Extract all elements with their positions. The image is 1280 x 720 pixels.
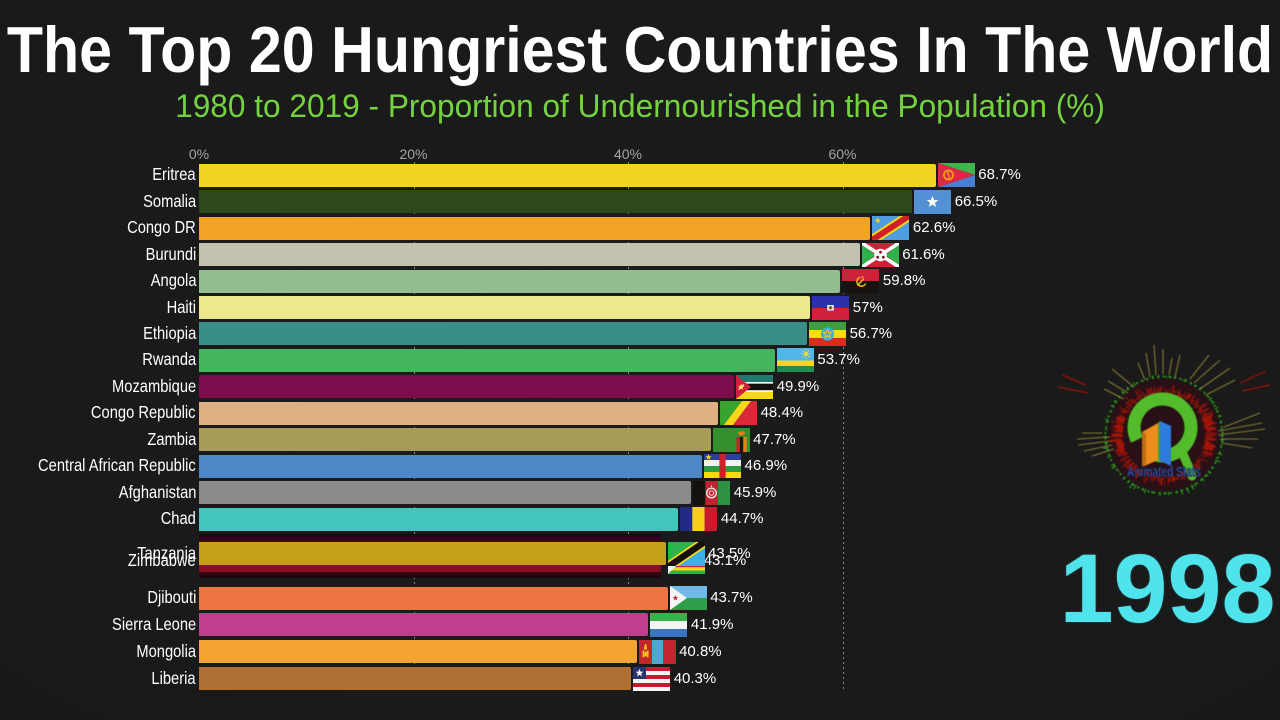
svg-text:Animated Stats: Animated Stats xyxy=(1127,465,1201,481)
